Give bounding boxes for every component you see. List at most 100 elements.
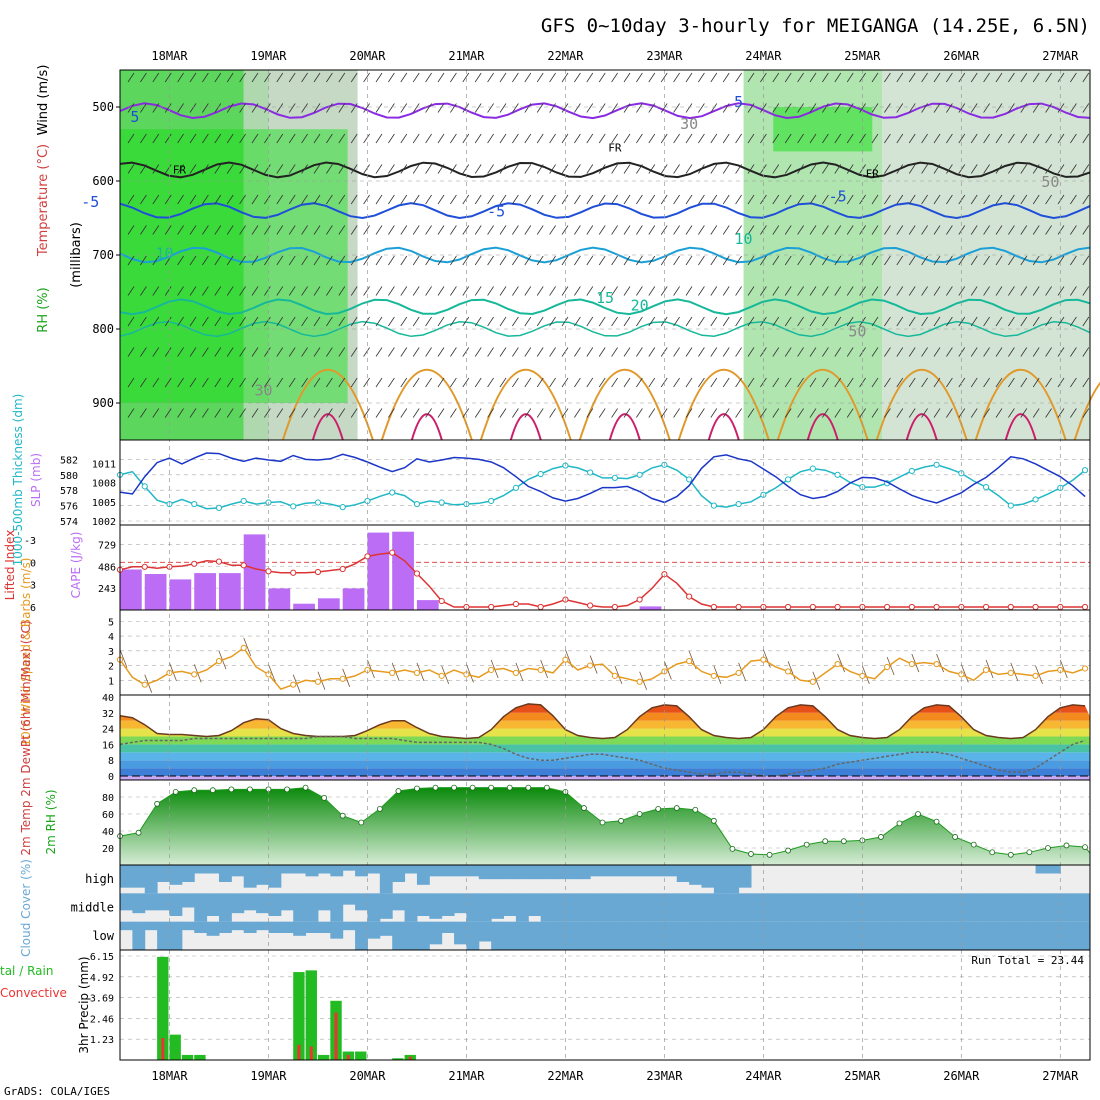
ylabel-wind: Wind (m/s) bbox=[36, 65, 51, 136]
wind-barb bbox=[896, 347, 904, 357]
wind-speed-marker bbox=[1081, 665, 1089, 672]
cloud-cell bbox=[738, 921, 752, 950]
wind-barb bbox=[326, 225, 333, 235]
rh-marker bbox=[618, 817, 624, 824]
wind-barb bbox=[574, 72, 581, 83]
wind-barb bbox=[809, 316, 817, 327]
wind-barb bbox=[1008, 408, 1015, 418]
wind-barb bbox=[1070, 286, 1077, 296]
cloud-cell bbox=[1010, 921, 1024, 950]
wind-barb bbox=[487, 133, 494, 144]
cloud-cell bbox=[936, 893, 950, 922]
wind-barb bbox=[375, 164, 383, 174]
wind-barb bbox=[127, 377, 135, 388]
wind-barb bbox=[536, 103, 544, 113]
rh-marker bbox=[636, 811, 643, 817]
wind-barb bbox=[338, 377, 346, 388]
wind-barb bbox=[722, 133, 730, 144]
wind-barb bbox=[412, 255, 420, 266]
wind-barb bbox=[760, 255, 767, 266]
date-label-bottom: 27MAR bbox=[1042, 1069, 1079, 1083]
cloud-cell bbox=[750, 921, 764, 950]
wind-barb bbox=[921, 103, 928, 113]
wind-barb bbox=[871, 133, 879, 144]
wind-barb bbox=[722, 72, 730, 83]
temp-tick-label: 24 bbox=[102, 725, 114, 736]
contour-label: -5 bbox=[487, 203, 505, 221]
wind-barb bbox=[636, 377, 643, 388]
cloud-cell bbox=[144, 893, 158, 911]
wind-barb bbox=[846, 347, 854, 357]
wind-barb bbox=[834, 408, 842, 418]
rh-marker bbox=[933, 818, 940, 825]
panel-frames bbox=[119, 69, 1091, 1061]
wind-barb bbox=[474, 316, 482, 327]
wind-barb-10m bbox=[664, 661, 672, 680]
wind-barb bbox=[722, 103, 730, 113]
rh-marker bbox=[952, 834, 959, 840]
wind-barb bbox=[1070, 72, 1077, 83]
wind-barb bbox=[512, 133, 519, 144]
wind-barb bbox=[698, 286, 705, 296]
wind-barb bbox=[1032, 316, 1040, 327]
wind-barb bbox=[685, 286, 693, 296]
wind-barb bbox=[1082, 377, 1090, 388]
wind-barb bbox=[264, 194, 271, 205]
wind-barb bbox=[177, 194, 184, 205]
cloud-cell bbox=[218, 921, 232, 933]
lifted-tick-label: -3 bbox=[24, 536, 36, 547]
wind-barb bbox=[251, 164, 259, 174]
wind-barb bbox=[660, 72, 668, 83]
wind-speed-marker bbox=[488, 666, 495, 674]
wind-barb bbox=[140, 377, 147, 388]
temp-tick-label: 40 bbox=[102, 693, 114, 704]
wind-barb bbox=[983, 377, 990, 388]
wind-barb bbox=[363, 255, 370, 266]
wind-barb bbox=[499, 316, 507, 327]
wind-barb bbox=[946, 286, 953, 296]
wind-barb bbox=[685, 255, 693, 266]
wind-barb bbox=[301, 286, 308, 296]
date-label-bottom: 22MAR bbox=[547, 1069, 584, 1083]
cape-bar bbox=[243, 534, 266, 610]
rh-marker bbox=[339, 812, 346, 819]
slp-tick-label: 1008 bbox=[92, 479, 116, 490]
cloud-cell bbox=[1047, 893, 1061, 922]
cloud-cell bbox=[713, 893, 727, 922]
contour-label: 5 bbox=[130, 108, 139, 126]
lifted-index-marker bbox=[1007, 603, 1014, 611]
wind-barb bbox=[1082, 194, 1090, 205]
wind-barb bbox=[189, 133, 197, 144]
wind-barb bbox=[313, 72, 321, 83]
wind-barb bbox=[450, 255, 457, 266]
wind-barb bbox=[685, 347, 693, 357]
wind-barb bbox=[425, 72, 432, 83]
cloud-cell bbox=[169, 893, 183, 916]
wind-barb bbox=[202, 164, 209, 174]
wind-barb bbox=[946, 225, 953, 235]
wind-barb bbox=[214, 316, 222, 327]
cloud-cell bbox=[652, 865, 665, 877]
wind-barb bbox=[710, 255, 718, 266]
cloud-cell bbox=[763, 893, 777, 922]
wind-barb bbox=[524, 286, 532, 296]
wind-barb bbox=[536, 164, 544, 174]
wind-barb bbox=[338, 347, 346, 357]
rh-marker bbox=[432, 784, 439, 791]
wind-barb bbox=[1020, 225, 1028, 235]
wind-barb bbox=[561, 316, 569, 327]
wind-barb bbox=[908, 408, 916, 418]
cloud-cell bbox=[540, 865, 554, 880]
wind-barb bbox=[536, 347, 544, 357]
cloud-cell bbox=[132, 921, 146, 950]
wind-barb bbox=[326, 103, 333, 113]
rh-marker bbox=[321, 794, 328, 801]
hot-contour bbox=[608, 413, 641, 441]
wind-barb bbox=[970, 347, 978, 357]
cloud-cell bbox=[355, 893, 368, 911]
wind-barb bbox=[623, 408, 631, 418]
wind-barb bbox=[425, 255, 432, 266]
cloud-cell bbox=[181, 921, 195, 931]
lifted-index-marker bbox=[883, 603, 891, 611]
wind-barb bbox=[226, 72, 234, 83]
